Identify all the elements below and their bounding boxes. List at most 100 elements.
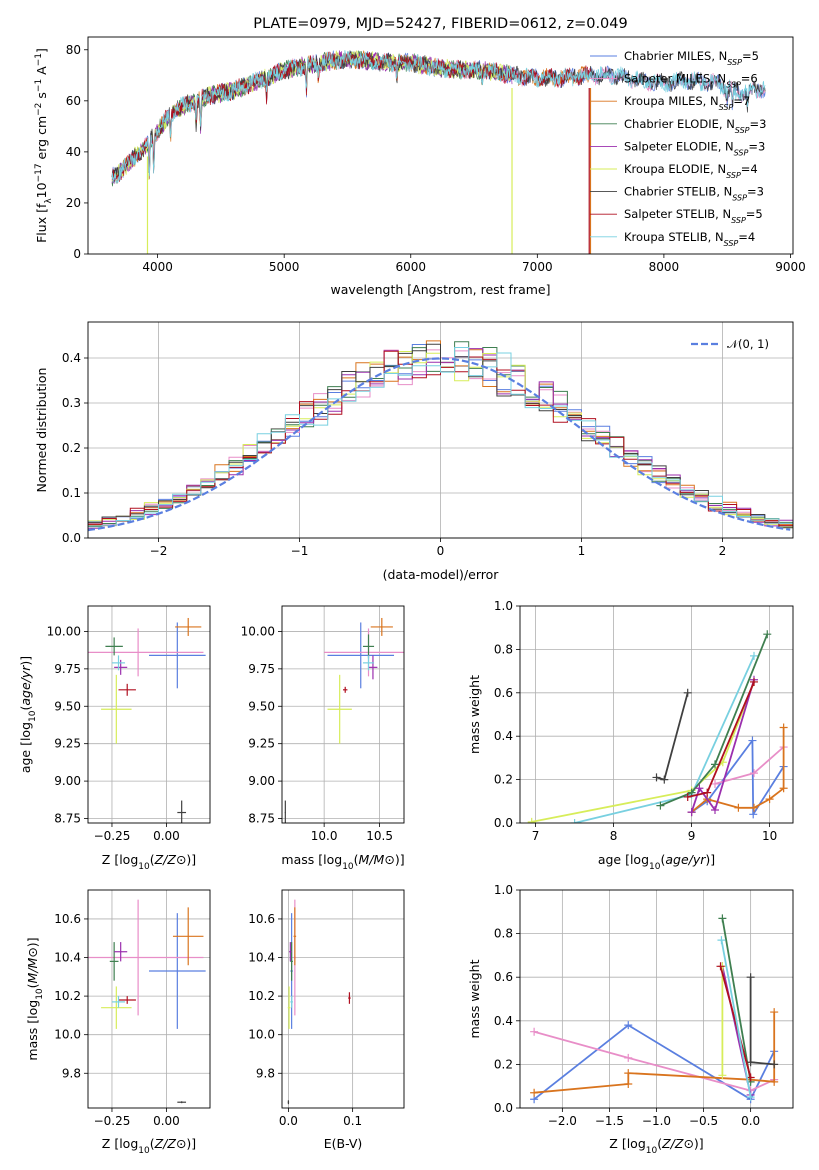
x-tick-label: 0.00 [153,1114,180,1128]
legend-eq: =6 [741,72,758,86]
label-part: age [log [598,852,649,867]
plot-area [88,617,206,823]
weight-marker [763,630,772,639]
label-part: mass [log [281,852,342,867]
x-axis-label: mass [log10(M/M⊙)] [281,852,404,872]
label-part: ( [18,706,33,711]
label-part: s [34,92,49,103]
x-tick-label: −1 [291,544,309,558]
legend-name: Salpeter ELODIE, [624,139,725,153]
label-part: mass [log [25,1000,40,1061]
weight-marker [770,1077,779,1086]
legend-label: Kroupa STELIB, NSSP=4 [624,230,755,248]
legend-label: Salpeter STELIB, NSSP=5 [624,207,763,225]
weight-marker [779,784,788,793]
weight-line [533,1030,775,1092]
y-tick-label: 0.6 [494,970,513,984]
weight-marker [750,651,758,660]
weight-marker [530,1088,539,1097]
legend-label: 𝒩(0, 1) [727,337,769,351]
plot-area [284,617,404,823]
y-tick-label: 10.4 [248,951,275,965]
spectrum-line [111,50,591,184]
y-tick-label: 0.8 [494,642,513,656]
weight-marker [624,1069,633,1078]
weight-line [531,681,755,823]
label-part: −17 [34,163,44,182]
x-tick-label: −0.5 [689,1114,718,1128]
weight-marker [765,795,774,804]
y-axis-label: Flux [fλ10−17 erg cm−2 s−1 A−1] [34,48,54,243]
weight-marker [683,792,692,801]
label-part: 10 [34,182,49,198]
legend-n: N [719,49,728,63]
label-part: Z [log [102,1136,138,1151]
weight-marker [750,677,758,686]
plot-area [111,49,766,254]
y-tick-label: 10.4 [54,951,81,965]
y-tick-label: 1.0 [494,883,513,897]
legend-label: Chabrier STELIB, NSSP=3 [624,185,764,203]
x-tick-label: −0.25 [94,829,131,843]
axes-frame [281,889,405,1109]
label-part: age [log [18,722,33,773]
spectrum-line [111,50,766,179]
weight-marker [749,810,758,819]
x-tick-label: 8000 [649,260,680,274]
y-tick-label: 20 [66,196,81,210]
legend-label: Salpeter ELODIE, NSSP=3 [624,139,765,157]
weight-marker [718,1071,727,1080]
weight-marker [687,808,696,817]
y-axis-label: age [log10(age/yr)] [18,656,38,773]
label-part: −1 [34,79,44,92]
weight-marker [746,973,755,982]
x-tick-label: 2 [719,544,727,558]
weight-marker [660,775,669,784]
y-tick-label: 9.25 [54,737,81,751]
y-tick-label: 10.0 [248,1028,275,1042]
x-tick-label: 8 [610,829,618,843]
weight-marker [779,723,788,732]
y-tick-label: 0.1 [62,486,81,500]
y-tick-label: 9.50 [54,699,81,713]
y-tick-label: 9.8 [256,1066,275,1080]
label-part: −2 [34,103,44,116]
x-tick-label: 7000 [522,260,553,274]
x-axis-label: E(B-V) [324,1136,363,1151]
x-tick-label: 10.0 [311,829,338,843]
weight-marker [527,817,536,823]
x-tick-label: 0.0 [741,1114,760,1128]
y-axis-label: mass weight [467,675,482,754]
weight-marker [711,760,719,769]
weight-marker [624,1053,633,1062]
legend-sub: SSP [734,148,749,157]
y-tick-label: 0.0 [494,816,513,830]
label-part: ] [34,48,49,53]
y-tick-label: 0.3 [62,396,81,410]
weight-line [719,966,752,1078]
y-tick-label: 10.2 [54,989,81,1003]
label-part: Z [log [609,1136,645,1151]
y-tick-label: 0.4 [62,351,81,365]
x-tick-label: 10.5 [366,829,393,843]
legend-name: Salpeter STELIB, [624,207,722,221]
legend-n: N [717,72,726,86]
weight-marker [770,1008,779,1017]
y-tick-label: 0 [73,247,81,261]
y-tick-label: 10.6 [54,912,81,926]
x-tick-label: 6000 [395,260,426,274]
label-part: age/yr [665,852,706,867]
label-part: 10 [28,710,38,722]
y-tick-label: 10.2 [248,989,275,1003]
axes-frame [519,889,794,1109]
x-tick-label: 10 [762,829,777,843]
legend-eq: =3 [748,139,765,153]
x-tick-label: 0.0 [279,1114,298,1128]
weight-marker [734,803,743,812]
legend-label: Salpeter MILES, NSSP=6 [624,72,758,90]
weight-marker [656,801,665,810]
x-tick-label: −1.5 [595,1114,624,1128]
normal-curve [88,357,791,532]
legend-sub: SSP [727,58,742,67]
